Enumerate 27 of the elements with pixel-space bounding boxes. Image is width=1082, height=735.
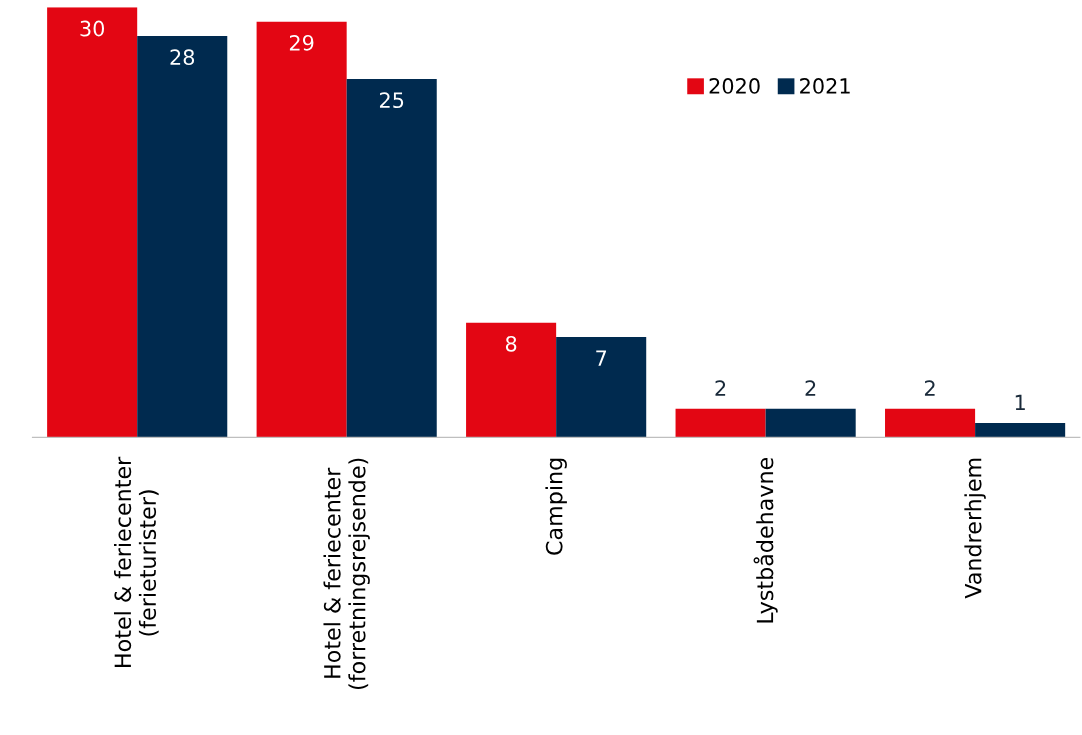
x-tick-label: Lystbådehavne [753,457,778,623]
bar [256,21,347,438]
data-label: 28 [170,49,195,66]
bar [47,7,138,438]
x-tick-label: Hotel & feriecenter (forretningsrejsende) [323,458,370,690]
bar [975,422,1066,438]
data-label: 2 [924,380,935,396]
x-tick-label: Vandrerhjem [964,458,986,599]
data-label: 1 [1015,394,1025,411]
legend-label: 2021 [800,78,850,94]
data-label: 29 [289,34,314,51]
bar [885,408,976,438]
bar [466,322,557,438]
bar [765,408,856,438]
bar [556,337,647,438]
data-label: 7 [596,350,607,366]
data-label: 2 [805,380,816,396]
data-label: 2 [715,380,726,396]
data-label: 25 [379,92,404,109]
x-tick-label: Camping [545,458,567,555]
x-tick-label: Hotel & feriecenter (ferieturister) [114,456,159,667]
bar [675,408,766,438]
data-label: 8 [505,335,517,352]
data-label: 30 [80,20,105,37]
legend-label: 2020 [709,78,760,94]
bar [137,36,228,438]
bar [346,79,437,438]
